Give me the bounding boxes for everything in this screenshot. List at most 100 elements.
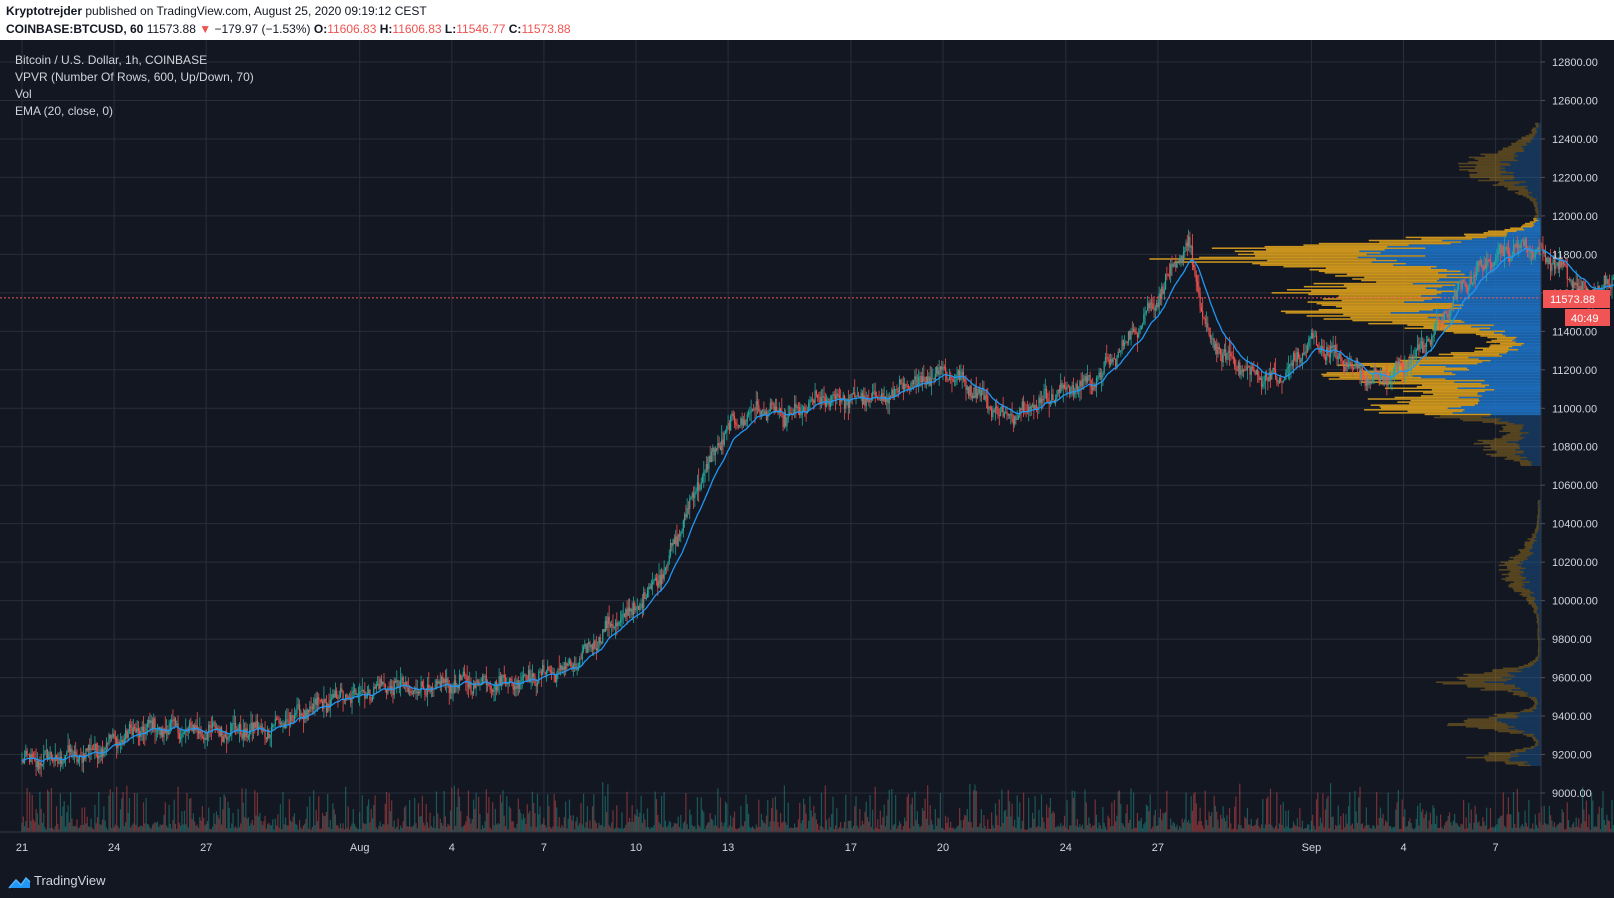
volume-bar	[324, 815, 326, 832]
candle-body	[1154, 307, 1156, 311]
volume-bar	[828, 817, 830, 832]
price-chart[interactable]: 12800.0012600.0012400.0012200.0012000.00…	[0, 40, 1614, 866]
candle-body	[461, 676, 463, 680]
vp-up-bar	[1484, 379, 1541, 382]
vp-up-bar	[1518, 755, 1541, 757]
candle-body	[993, 410, 995, 412]
volume-bar	[842, 827, 844, 832]
vp-up-bar	[1461, 241, 1541, 243]
candle-body	[352, 691, 354, 693]
candle-body	[1028, 406, 1030, 412]
volume-bar	[132, 823, 134, 832]
volume-bar	[838, 827, 840, 832]
vp-up-bar	[1464, 321, 1541, 323]
volume-bar	[686, 824, 688, 832]
volume-bar	[1121, 823, 1123, 832]
vp-down-bar	[1537, 501, 1540, 503]
candle-body	[992, 410, 994, 418]
vp-up-bar	[1538, 521, 1541, 523]
volume-bar	[1350, 825, 1352, 832]
candle-body	[1250, 367, 1252, 375]
volume-bar	[1566, 802, 1568, 832]
candle-body	[472, 682, 475, 694]
volume-bar	[487, 813, 489, 832]
volume-bar	[1347, 806, 1350, 832]
candle-body	[260, 725, 262, 731]
candle-body	[241, 734, 243, 739]
candle-body	[68, 745, 70, 753]
vp-up-bar	[1478, 402, 1541, 405]
vp-down-bar	[1467, 675, 1516, 677]
candle-body	[773, 403, 775, 413]
volume-bar	[498, 824, 500, 832]
candle-body	[145, 727, 147, 735]
candle-body	[707, 463, 709, 470]
volume-bar	[309, 796, 311, 832]
vp-up-bar	[1538, 125, 1541, 128]
volume-bar	[797, 819, 800, 832]
volume-bar	[1281, 824, 1283, 832]
volume-bar	[275, 825, 278, 832]
candle-body	[611, 624, 613, 627]
candle-body	[53, 760, 55, 762]
candle-body	[1034, 405, 1036, 409]
volume-bar	[1336, 826, 1338, 832]
volume-bar	[768, 826, 770, 832]
volume-bar	[623, 827, 626, 832]
volume-bar	[1342, 813, 1344, 832]
volume-bar	[1322, 793, 1324, 832]
vp-up-bar	[1516, 152, 1541, 154]
volume-bar	[590, 828, 592, 832]
candle-body	[162, 728, 164, 737]
vp-down-bar	[1448, 722, 1506, 725]
volume-bar	[866, 816, 869, 832]
volume-bar	[142, 802, 145, 832]
candle-body	[91, 748, 93, 750]
candle-body	[1202, 311, 1204, 318]
volume-bar	[1608, 821, 1611, 832]
candle-body	[916, 384, 919, 386]
candle-body	[110, 737, 113, 739]
candle-body	[1094, 385, 1096, 388]
vp-down-bar	[1536, 741, 1539, 743]
volume-bar	[442, 825, 444, 832]
volume-bar	[128, 798, 131, 832]
vp-down-bar	[1524, 542, 1534, 545]
vp-down-bar	[1532, 706, 1537, 708]
volume-bar	[1153, 815, 1155, 832]
candle-body	[1356, 360, 1359, 369]
volume-bar	[1578, 818, 1580, 832]
volume-bar	[342, 823, 344, 832]
candle-body	[272, 725, 274, 728]
vp-down-bar	[1523, 747, 1534, 750]
volume-bar	[1416, 805, 1419, 832]
vp-down-bar	[1538, 642, 1540, 645]
candle-body	[1099, 372, 1101, 378]
volume-bar	[52, 827, 54, 832]
author-name[interactable]: Kryptotrejder	[6, 4, 83, 18]
volume-bar	[572, 815, 574, 832]
volume-bar	[747, 813, 750, 832]
candle-body	[462, 671, 464, 677]
candle-body	[1300, 359, 1302, 363]
volume-bar	[242, 802, 244, 832]
candle-body	[641, 603, 643, 608]
vp-up-bar	[1517, 752, 1541, 754]
candle-body	[1207, 323, 1209, 328]
vp-up-bar	[1514, 726, 1541, 728]
volume-bar	[1127, 823, 1130, 832]
volume-bar	[854, 806, 856, 832]
candle-body	[1208, 327, 1210, 335]
candle-body	[1135, 332, 1137, 335]
vp-up-bar	[1510, 673, 1541, 676]
volume-bar	[1422, 809, 1424, 832]
vp-up-bar	[1523, 147, 1541, 149]
vp-up-bar	[1517, 159, 1541, 162]
volume-bar	[243, 817, 246, 832]
vp-up-bar	[1478, 358, 1541, 360]
candle-body	[809, 399, 811, 403]
volume-bar	[709, 812, 711, 832]
vp-down-bar	[1421, 358, 1479, 360]
vp-down-bar	[1264, 245, 1388, 248]
volume-bar	[1196, 824, 1199, 832]
